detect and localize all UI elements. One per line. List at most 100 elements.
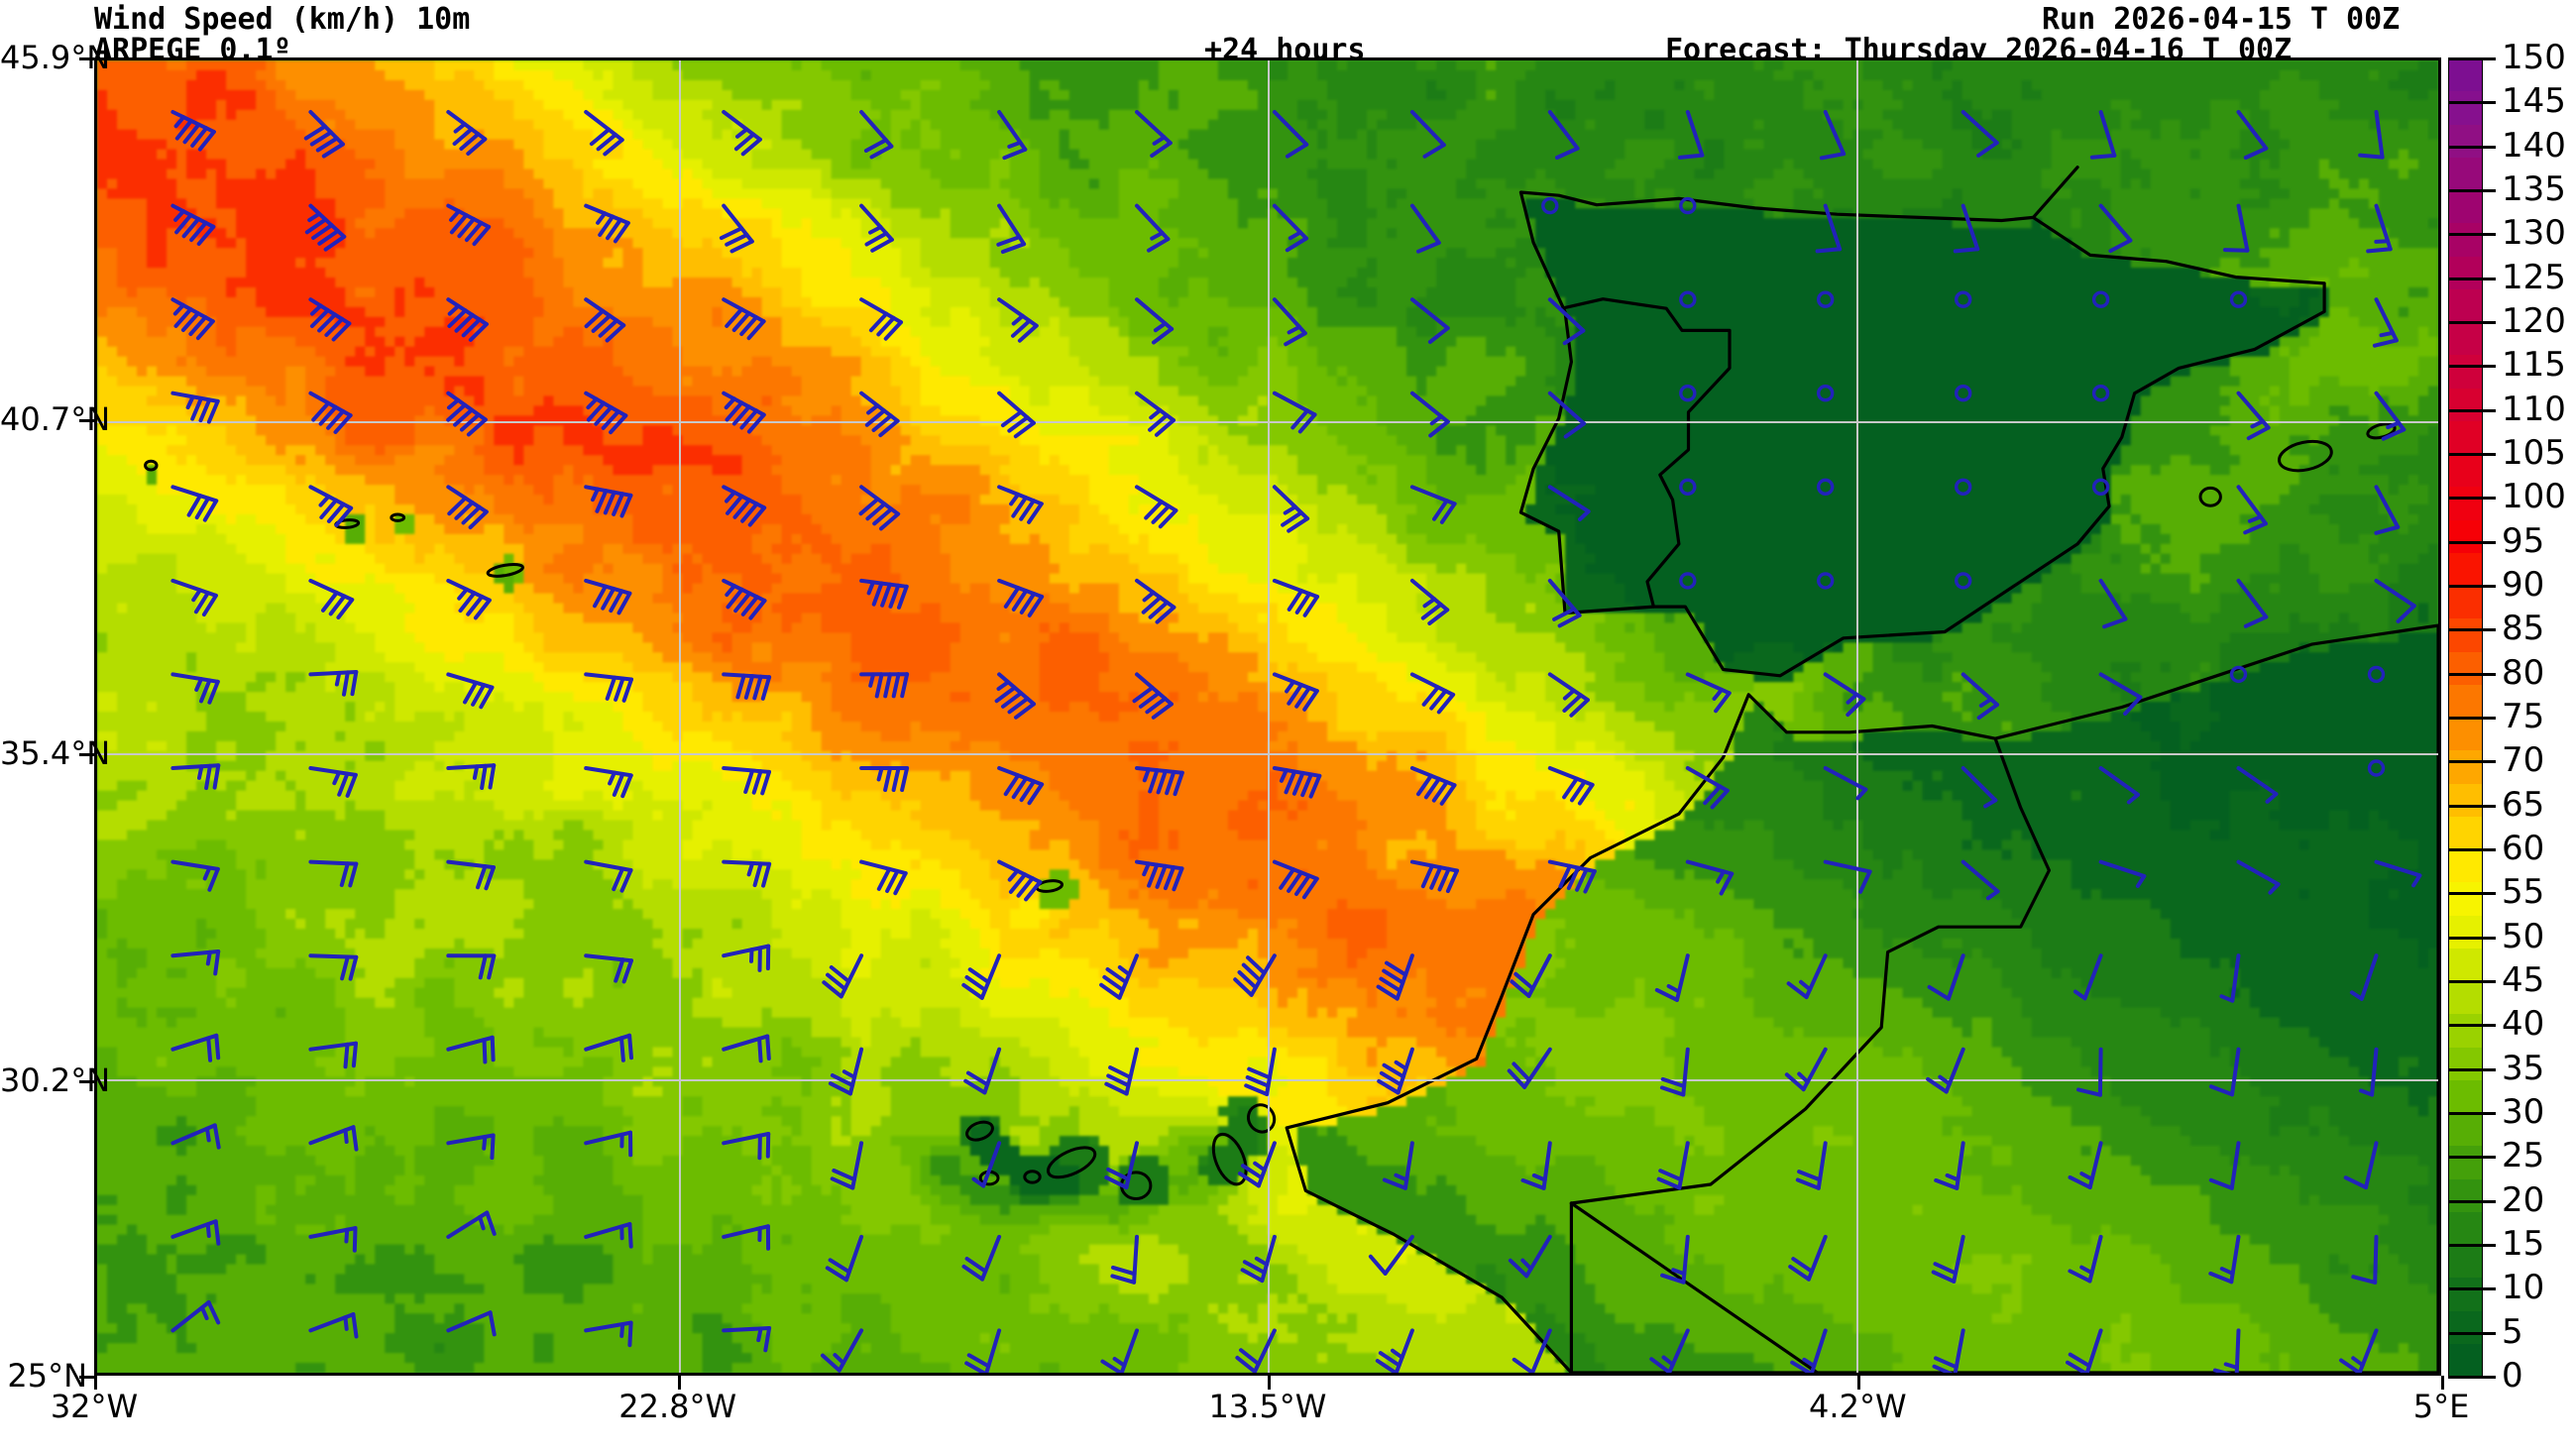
colorbar-tick-label: 40 xyxy=(2502,1004,2545,1045)
longitude-tick xyxy=(94,1376,97,1390)
colorbar-segment xyxy=(2449,684,2482,718)
colorbar-tick xyxy=(2448,189,2496,192)
colorbar-tick-label: 125 xyxy=(2502,257,2566,297)
latitude-tick xyxy=(79,1080,95,1084)
map-plot-area xyxy=(94,57,2441,1376)
longitude-tick xyxy=(1857,1376,1861,1390)
colorbar-tick xyxy=(2448,101,2496,105)
colorbar-segment xyxy=(2449,882,2482,916)
colorbar-segment xyxy=(2449,1113,2482,1147)
colorbar-segment xyxy=(2449,718,2482,751)
colorbar-tick xyxy=(2448,1199,2496,1203)
latitude-tick-label: 25°N xyxy=(7,1357,87,1395)
colorbar-tick xyxy=(2448,57,2496,60)
colorbar-tick-label: 120 xyxy=(2502,301,2566,341)
colorbar-tick-label: 50 xyxy=(2502,916,2545,956)
colorbar-tick xyxy=(2448,365,2496,369)
map-title: Wind Speed (km/h) 10m xyxy=(94,2,471,37)
gridline-meridian xyxy=(1855,60,1858,1373)
colorbar-tick xyxy=(2448,1112,2496,1115)
colorbar-tick xyxy=(2448,321,2496,324)
colorbar-tick-label: 90 xyxy=(2502,565,2545,605)
longitude-tick-label: 13.5°W xyxy=(1208,1388,1327,1425)
colorbar-segment xyxy=(2449,783,2482,817)
colorbar-tick xyxy=(2448,1287,2496,1291)
colorbar-segment xyxy=(2449,1047,2482,1080)
colorbar-segment xyxy=(2449,420,2482,454)
colorbar-tick-label: 15 xyxy=(2502,1224,2545,1264)
gridline-meridian xyxy=(1268,60,1270,1373)
colorbar-segment xyxy=(2449,190,2482,224)
colorbar-segment xyxy=(2449,223,2482,257)
colorbar-tick-label: 75 xyxy=(2502,697,2545,736)
latitude-tick-label: 30.2°N xyxy=(0,1061,111,1100)
colorbar-tick-label: 65 xyxy=(2502,784,2545,825)
colorbar-segment xyxy=(2449,1278,2482,1311)
colorbar-tick-label: 130 xyxy=(2502,213,2566,254)
colorbar-segment xyxy=(2449,124,2482,158)
colorbar-tick xyxy=(2448,1376,2496,1379)
colorbar-tick-label: 85 xyxy=(2502,609,2545,649)
colorbar-segment xyxy=(2449,1079,2482,1113)
colorbar-tick xyxy=(2448,497,2496,501)
colorbar-tick xyxy=(2448,1024,2496,1028)
coastline-overlay xyxy=(144,166,2438,1373)
colorbar-segment xyxy=(2449,91,2482,125)
colorbar-tick-label: 110 xyxy=(2502,389,2566,429)
colorbar-tick-label: 115 xyxy=(2502,345,2566,386)
colorbar-segment xyxy=(2449,816,2482,849)
colorbar-tick xyxy=(2448,848,2496,851)
colorbar-segment xyxy=(2449,58,2482,92)
colorbar-segment xyxy=(2449,651,2482,685)
colorbar-tick-label: 145 xyxy=(2502,81,2566,122)
latitude-tick-label: 35.4°N xyxy=(0,733,111,772)
colorbar-tick xyxy=(2448,717,2496,720)
colorbar-segment xyxy=(2449,849,2482,883)
colorbar-tick-label: 25 xyxy=(2502,1136,2545,1176)
colorbar-segment xyxy=(2449,1178,2482,1212)
colorbar-segment xyxy=(2449,552,2482,586)
wind-barb-overlay xyxy=(170,110,2422,1373)
longitude-tick-label: 32°W xyxy=(50,1388,139,1425)
colorbar-segment xyxy=(2449,981,2482,1015)
colorbar-tick xyxy=(2448,277,2496,280)
colorbar-tick-label: 10 xyxy=(2502,1268,2545,1308)
colorbar-tick-label: 5 xyxy=(2502,1311,2523,1352)
colorbar-segment xyxy=(2449,519,2482,553)
run-time-label: Run 2026-04-15 T 00Z xyxy=(2042,2,2401,37)
colorbar-segment xyxy=(2449,288,2482,322)
colorbar-tick-label: 0 xyxy=(2502,1356,2523,1396)
colorbar-segment xyxy=(2449,750,2482,784)
wind-speed-colorbar xyxy=(2448,57,2483,1378)
colorbar-segment xyxy=(2449,618,2482,652)
colorbar-segment xyxy=(2449,322,2482,356)
colorbar-tick xyxy=(2448,540,2496,544)
gridline-parallel xyxy=(97,752,2438,755)
colorbar-tick-label: 55 xyxy=(2502,872,2545,913)
colorbar-tick xyxy=(2448,760,2496,764)
latitude-tick xyxy=(79,1376,95,1379)
longitude-tick xyxy=(2441,1376,2444,1390)
colorbar-segment xyxy=(2449,1014,2482,1048)
colorbar-tick xyxy=(2448,408,2496,412)
latitude-tick xyxy=(79,752,95,756)
latitude-tick-label: 45.9°N xyxy=(0,39,111,76)
colorbar-tick-label: 70 xyxy=(2502,740,2545,781)
colorbar-tick xyxy=(2448,453,2496,456)
colorbar-tick-label: 20 xyxy=(2502,1179,2545,1220)
colorbar-tick xyxy=(2448,585,2496,588)
colorbar-tick xyxy=(2448,233,2496,237)
colorbar-segment xyxy=(2449,355,2482,389)
colorbar-tick-label: 95 xyxy=(2502,520,2545,561)
colorbar-segment xyxy=(2449,915,2482,949)
colorbar-tick xyxy=(2448,628,2496,632)
colorbar-segment xyxy=(2449,586,2482,619)
colorbar-segment xyxy=(2449,1343,2482,1377)
latitude-tick-label: 40.7°N xyxy=(0,400,111,439)
gridline-meridian xyxy=(679,60,682,1373)
colorbar-tick-label: 105 xyxy=(2502,433,2566,473)
latitude-tick xyxy=(79,57,95,60)
colorbar-segment xyxy=(2449,256,2482,289)
colorbar-tick xyxy=(2448,1244,2496,1247)
